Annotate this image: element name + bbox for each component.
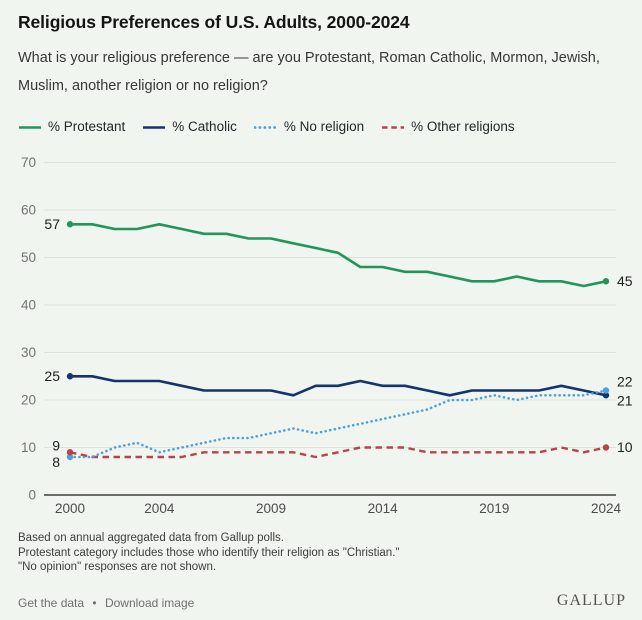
start-value-label: 9 — [52, 437, 60, 453]
endpoint-dot — [66, 221, 74, 228]
endpoint-dot — [66, 373, 74, 380]
y-tick-label: 70 — [21, 155, 36, 170]
legend-label: % Other religions — [411, 119, 515, 134]
x-tick-label: 2000 — [55, 501, 85, 516]
footnote-line: Based on annual aggregated data from Gal… — [18, 532, 284, 544]
x-tick-label: 2004 — [144, 501, 175, 516]
legend-item-other-religions[interactable]: % Other religions — [381, 119, 515, 134]
y-tick-label: 30 — [21, 345, 36, 360]
y-tick-label: 40 — [21, 298, 36, 313]
x-tick-label: 2009 — [256, 501, 286, 516]
endpoint-dot — [66, 449, 74, 456]
start-value-label: 8 — [52, 454, 60, 470]
download-image-link[interactable]: Download image — [104, 596, 195, 610]
legend-marker-protestant-icon — [19, 125, 41, 129]
endpoint-dot — [602, 278, 610, 285]
gallup-logo: GALLUP — [556, 592, 626, 609]
footnote-line: Protestant category includes those who i… — [18, 546, 400, 559]
legend-marker-catholic-icon — [143, 125, 166, 129]
chart-footnotes: Based on annual aggregated data from Gal… — [18, 531, 624, 575]
legend-label: % Catholic — [172, 119, 237, 134]
series-line-other-religions[interactable] — [69, 446, 607, 459]
legend-label: % Protestant — [48, 119, 126, 134]
y-tick-label: 10 — [21, 440, 36, 455]
start-value-label: 57 — [44, 216, 60, 232]
end-value-label: 22 — [617, 374, 633, 390]
x-tick-label: 2014 — [368, 501, 399, 516]
legend-marker-other-religions-icon — [382, 125, 405, 129]
y-tick-label: 60 — [21, 203, 36, 218]
endpoint-dot — [602, 387, 610, 394]
get-the-data-link[interactable]: Get the data — [18, 596, 85, 610]
end-value-label: 21 — [617, 392, 633, 408]
legend-item-protestant[interactable]: % Protestant — [18, 119, 125, 134]
series-line-protestant[interactable] — [70, 223, 607, 288]
legend-marker-no-religion-icon — [253, 125, 278, 129]
x-tick-label: 2024 — [591, 501, 622, 516]
bullet-separator: • — [92, 596, 97, 610]
legend-item-catholic[interactable]: % Catholic — [142, 119, 237, 134]
y-tick-label: 50 — [21, 250, 36, 265]
footnote-line: "No opinion" responses are not shown. — [18, 561, 217, 573]
endpoint-dot — [66, 453, 74, 461]
chart-legend: % Protestant % Catholic % No religion % Oth… — [18, 119, 630, 134]
legend-label: % No religion — [283, 119, 365, 134]
y-tick-label: 20 — [21, 393, 36, 408]
chart-title: Religious Preferences of U.S. Adults, 20… — [18, 12, 410, 32]
end-value-label: 10 — [617, 439, 633, 455]
series-line-no-religion[interactable] — [68, 389, 608, 459]
legend-item-no-religion[interactable]: % No religion — [253, 119, 365, 134]
series-line-catholic[interactable] — [70, 374, 607, 397]
footer-links: Get the data • Download image — [18, 596, 194, 610]
y-tick-label: 0 — [28, 488, 36, 503]
end-value-label: 45 — [617, 273, 633, 289]
start-value-label: 25 — [44, 368, 60, 384]
endpoint-dot — [602, 392, 610, 399]
endpoint-dot — [602, 444, 610, 451]
chart-subtitle: What is your religious preference — are … — [18, 50, 600, 94]
x-tick-label: 2019 — [479, 501, 509, 516]
